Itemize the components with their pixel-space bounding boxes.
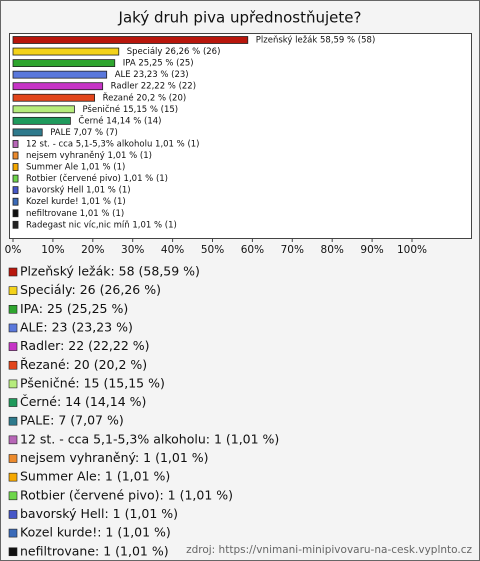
- bar-label: Černé 14,14 % (14): [78, 114, 161, 126]
- legend-swatch: [8, 472, 18, 482]
- legend-label: ALE: 23 (23,23 %): [20, 319, 133, 334]
- bar-label: Summer Ale 1,01 % (1): [26, 163, 125, 173]
- x-tick-label: 100%: [397, 244, 427, 256]
- bar: [12, 116, 71, 125]
- bar-label: Řezané 20,2 % (20): [103, 92, 187, 103]
- legend-label: Summer Ale: 1 (1,01 %): [20, 469, 170, 484]
- legend-swatch: [8, 416, 18, 426]
- bar-label: 12 st. - cca 5,1-5,3% alkoholu 1,01 % (1…: [26, 139, 199, 149]
- x-tick-label: 10%: [41, 244, 64, 256]
- bar-label: IPA 25,25 % (25): [123, 59, 194, 69]
- bar: [12, 186, 19, 195]
- bar: [12, 220, 19, 229]
- bar-label: Rotbier (červené pivo) 1,01 % (1): [26, 173, 168, 184]
- legend-swatch: [8, 528, 18, 538]
- bar-label: nejsem vyhraněný 1,01 % (1): [26, 151, 152, 161]
- legend-label: PALE: 7 (7,07 %): [20, 413, 124, 428]
- legend-label: Kozel kurde!: 1 (1,01 %): [20, 525, 171, 540]
- bar: [12, 93, 95, 102]
- source: zdroj: https://vnimani-minipivovaru-na-c…: [186, 544, 472, 556]
- bar-label: Radler 22,22 % (22): [111, 82, 196, 92]
- bar: [12, 174, 19, 183]
- bar-label: Kozel kurde! 1,01 % (1): [26, 197, 126, 207]
- bar-label: PALE 7,07 % (7): [50, 128, 118, 138]
- legend-label: IPA: 25 (25,25 %): [20, 301, 128, 316]
- bar-label: Radegast nic víc,nic míň 1,01 % (1): [26, 219, 177, 230]
- plot-area: [9, 33, 472, 239]
- bar-label: Speciály 26,26 % (26): [127, 47, 221, 57]
- x-tick-label: 20%: [81, 244, 104, 256]
- legend-label: bavorský Hell: 1 (1,01 %): [20, 506, 178, 521]
- bar-label: Pšeničné 15,15 % (15): [82, 104, 178, 115]
- bar-label: ALE 23,23 % (23): [115, 70, 189, 80]
- legend-swatch: [8, 454, 18, 463]
- legend-swatch: [8, 286, 18, 295]
- bar: [12, 163, 19, 171]
- bar: [12, 140, 19, 148]
- bar: [12, 82, 104, 91]
- bar-label: Plzeňský ležák 58,59 % (58): [256, 35, 376, 46]
- legend-label: Rotbier (červené pivo): 1 (1,01 %): [20, 487, 233, 502]
- legend-swatch: [8, 360, 18, 370]
- legend-swatch: [8, 379, 18, 389]
- bar: [12, 209, 19, 218]
- legend-label: Černé: 14 (14,14 %): [20, 394, 146, 409]
- bar: [12, 151, 19, 160]
- bar: [12, 36, 249, 44]
- legend-label: Radler: 22 (22,22 %): [20, 338, 150, 353]
- legend-swatch: [8, 435, 18, 445]
- x-tick-label: 60%: [241, 244, 264, 256]
- legend-label: Plzeňský ležák: 58 (58,59 %): [20, 264, 200, 279]
- legend-swatch: [8, 323, 18, 333]
- bar: [12, 70, 108, 79]
- legend-label: Řezané: 20 (20,2 %): [20, 357, 147, 372]
- x-tick-label: 30%: [121, 244, 144, 256]
- legend-label: Speciály: 26 (26,26 %): [20, 282, 161, 297]
- legend-label: nejsem vyhraněný: 1 (1,01 %): [20, 450, 209, 465]
- legend-label: 12 st. - cca 5,1-5,3% alkoholu: 1 (1,01 …: [20, 431, 279, 446]
- legend-swatch: [8, 398, 18, 407]
- chart-title: Jaký druh piva upřednostňujete?: [118, 9, 362, 27]
- bar-label: bavorský Hell 1,01 % (1): [26, 186, 131, 196]
- legend-label: nefiltrovane: 1 (1,01 %): [20, 543, 169, 558]
- bar: [12, 128, 43, 137]
- legend-label: Pšeničné: 15 (15,15 %): [20, 375, 165, 390]
- x-tick-label: 90%: [360, 244, 383, 256]
- x-tick-label: 0%: [5, 244, 22, 256]
- bar: [12, 59, 116, 67]
- legend-swatch: [8, 342, 18, 351]
- bar: [12, 105, 75, 114]
- legend-swatch: [8, 510, 18, 519]
- x-tick-label: 80%: [321, 244, 344, 256]
- bar: [12, 47, 120, 56]
- legend-swatch: [8, 304, 18, 314]
- bar: [12, 197, 19, 206]
- x-tick-label: 50%: [201, 244, 224, 256]
- x-tick-label: 40%: [161, 244, 184, 256]
- legend-swatch: [8, 491, 18, 501]
- legend-swatch: [8, 267, 18, 277]
- legend-swatch: [8, 547, 18, 557]
- bar-label: nefiltrovane 1,01 % (1): [26, 209, 124, 219]
- x-tick-label: 70%: [281, 244, 304, 256]
